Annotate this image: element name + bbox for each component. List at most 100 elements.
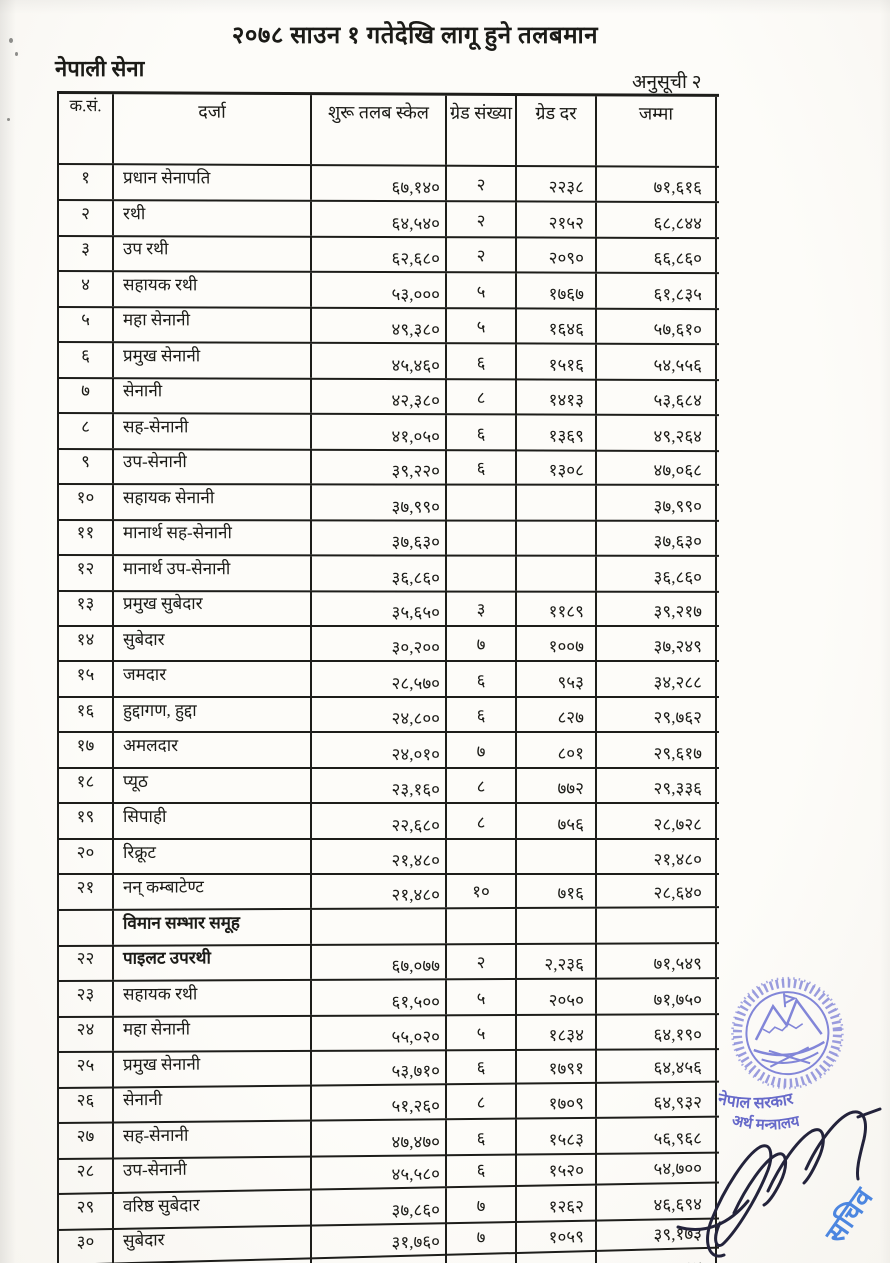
cell-grade-count: ७	[447, 1186, 517, 1222]
government-seal-stamp: नेपाल सरकार अर्थ मन्त्रालय	[714, 976, 844, 1137]
scan-speck	[15, 52, 18, 56]
cell-start-scale: ५३,०००	[312, 272, 447, 307]
cell-rank: वरिष्ठ सुबेदार	[114, 1190, 312, 1228]
cell-rank: सहायक रथी	[114, 980, 312, 1015]
cell-total: ३७,९९०	[597, 485, 717, 519]
cell-grade-rate: ९५३	[517, 662, 597, 696]
cell-grade-rate: १२६२	[517, 1185, 597, 1220]
cell-rank: मानार्थ सह-सेनानी	[114, 520, 312, 554]
cell-total: ५४,५५६	[597, 344, 717, 379]
cell-grade-count: ५	[447, 979, 517, 1014]
cell-rank: उप-सेनानी	[114, 1154, 312, 1192]
cell-start-scale: ६७,०७७	[312, 944, 447, 979]
cell-grade-rate: १४१३	[517, 379, 597, 414]
cell-grade-count: ८	[447, 379, 517, 413]
table-row: १७ अमलदार २४,०१० ७ ८०१ २९,६१७	[57, 733, 719, 769]
cell-serial: ४	[59, 271, 114, 306]
cell-rank: सहायक रथी	[114, 271, 312, 306]
signature-ink	[676, 1107, 882, 1258]
cell-grade-count: ८	[447, 1083, 517, 1118]
column-header-serial: क.सं.	[59, 94, 114, 164]
cell-grade-rate: १६४६	[517, 308, 597, 343]
cell-rank: सह-सेनानी	[114, 413, 312, 448]
cell-total: ७१,५४९	[597, 943, 717, 978]
cell-total: ६८,८४४	[597, 202, 717, 237]
cell-grade-count: ६	[447, 662, 517, 696]
cell-total: २८,७२८	[597, 804, 717, 838]
cell-grade-rate: ८२७	[517, 697, 597, 731]
cell-serial: ५	[59, 307, 114, 341]
cell-total: ३७,६३०	[597, 520, 717, 555]
cell-rank: विमान सम्भार समूह	[114, 909, 312, 944]
cell-serial: २१	[59, 874, 114, 909]
table-row: ११ मानार्थ सह-सेनानी ३७,६३० ३७,६३०	[57, 520, 719, 557]
cell-total: २९,३३६	[597, 768, 717, 802]
column-header-rank: दर्जा	[114, 94, 312, 165]
cell-total: ३९,२१७	[597, 591, 717, 625]
table-row: ७ सेनानी ४२,३८० ८ १४१३ ५३,६८४	[57, 378, 719, 416]
cell-start-scale: २८,५७०	[312, 662, 447, 696]
cell-grade-count: ५	[447, 1014, 517, 1049]
cell-grade-count: २	[447, 166, 517, 200]
cell-rank: सेनानी	[114, 1085, 312, 1121]
cell-rank: रथी	[114, 200, 312, 235]
cell-start-scale: ४२,३८०	[312, 378, 447, 413]
cell-total: ७१,६१६	[597, 166, 717, 201]
cell-total: ३७,२४९	[597, 626, 717, 660]
cell-start-scale: ५५,०२०	[312, 1015, 447, 1050]
cell-grade-count: ७	[447, 626, 517, 660]
cell-rank: प्रधान सेनापति	[114, 165, 312, 200]
cell-rank: जमदार	[114, 662, 312, 696]
cell-grade-count: २	[447, 237, 517, 271]
cell-grade-count: ६	[447, 1247, 517, 1263]
cell-serial: २४	[59, 1016, 114, 1051]
table-row: १८ प्यूठ २३,१६० ८ ७७२ २९,३३६	[57, 768, 719, 804]
cell-rank: प्यूठ	[114, 768, 312, 802]
cell-total: ६१,८३५	[597, 273, 717, 308]
cell-rank: उप-सेनानी	[114, 449, 312, 483]
cell-grade-count	[447, 520, 517, 555]
cell-total: ४७,०६८	[597, 449, 717, 484]
cell-serial: २८	[59, 1158, 114, 1193]
cell-start-scale: ६१,५००	[312, 979, 447, 1014]
column-header-total: जम्मा	[597, 96, 717, 166]
cell-grade-count: ६	[447, 1150, 517, 1186]
cell-grade-rate	[517, 485, 597, 519]
cell-rank: सेनानी	[114, 378, 312, 413]
cell-total: २८,६४०	[597, 872, 717, 907]
cell-grade-count: ५	[447, 308, 517, 342]
cell-grade-count: ६	[447, 343, 517, 378]
cell-grade-count: ५	[447, 272, 517, 307]
scan-speck	[9, 38, 13, 43]
cell-rank: उप रथी	[114, 236, 312, 271]
cell-grade-count: ६	[447, 1048, 517, 1083]
cell-start-scale: ४७,४७०	[312, 1119, 447, 1155]
cell-total: ३६,८६०	[597, 556, 717, 590]
cell-grade-count	[447, 556, 517, 590]
cell-grade-rate	[517, 520, 597, 555]
cell-start-scale: ३०,२००	[312, 626, 447, 660]
cell-grade-count: ६	[447, 697, 517, 731]
cell-start-scale: ४९,३८०	[312, 307, 447, 342]
cell-grade-rate: १०३९	[517, 1243, 597, 1263]
cell-grade-rate: १५१६	[517, 343, 597, 378]
cell-start-scale: ६२,६८०	[312, 236, 447, 271]
column-header-grade-count: ग्रेड संख्या	[447, 95, 517, 166]
cell-rank: सिपाही	[114, 804, 312, 838]
table-row: २० रिक्रूट २१,४८० २१,४८०	[57, 839, 719, 875]
cell-grade-rate: १५८३	[517, 1118, 597, 1153]
cell-serial: २०	[59, 839, 114, 873]
cell-serial: १६	[59, 697, 114, 731]
cell-total: ४९,२६४	[597, 415, 717, 450]
cell-grade-rate: १३६९	[517, 414, 597, 449]
cell-serial: ३०	[59, 1228, 114, 1263]
cell-serial: २	[59, 200, 114, 235]
cell-serial: २५	[59, 1051, 114, 1086]
table-row: ६ प्रमुख सेनानी ४५,४६० ६ १५१६ ५४,५५६	[57, 342, 719, 381]
cell-total: २९,७६२	[597, 697, 717, 731]
cell-start-scale: ३९,२२०	[312, 449, 447, 484]
table-row: ५ महा सेनानी ४९,३८० ५ १६४६ ५७,६१०	[57, 307, 719, 345]
cell-grade-count	[447, 839, 517, 873]
cell-grade-rate: २१५२	[517, 201, 597, 236]
cell-start-scale: ३७,९९०	[312, 484, 447, 519]
